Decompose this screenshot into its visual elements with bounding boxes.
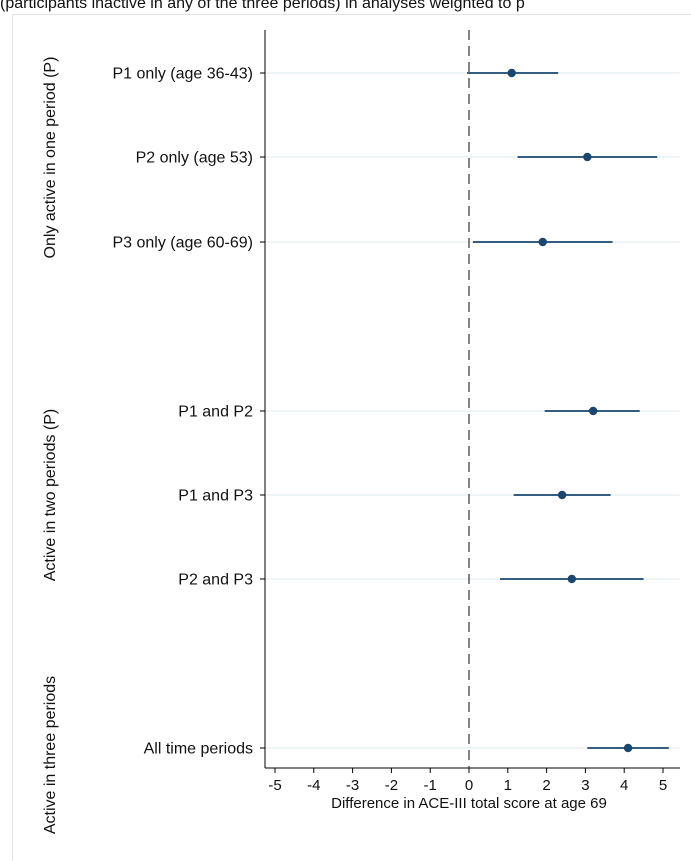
estimate-point: [507, 68, 516, 78]
x-tick-label: 0: [465, 777, 473, 794]
x-tick-label: -4: [307, 777, 320, 794]
row-label: P1 and P3: [178, 488, 253, 505]
x-tick-label: -5: [268, 777, 281, 794]
row-label: All time periods: [144, 741, 253, 758]
estimate-point: [583, 152, 592, 162]
group-label: Active in three periods: [42, 676, 59, 834]
x-tick-label: 2: [542, 777, 550, 794]
x-tick-label: -2: [385, 777, 398, 794]
group-labels: Only active in one period (P) Active in t…: [42, 57, 59, 835]
group-label: Only active in one period (P): [42, 57, 59, 259]
axes: -5 -4 -3 -2 -1 0 1 2 3 4 5: [260, 30, 680, 794]
x-tick-label: 3: [581, 777, 589, 794]
x-axis-title: Difference in ACE-III total score at age…: [331, 795, 607, 812]
x-tick-label: -3: [346, 777, 359, 794]
row-label: P1 and P2: [178, 404, 253, 421]
x-tick-label: 1: [504, 777, 512, 794]
x-tick-label: -1: [424, 777, 437, 794]
figure-frame: [12, 14, 691, 861]
row-label: P2 and P3: [178, 572, 253, 589]
cutoff-caption-text: (participants inactive in any of the thr…: [0, 0, 525, 12]
estimate-point: [623, 743, 633, 753]
row-label: P2 only (age 53): [136, 150, 253, 167]
estimate-point: [588, 406, 598, 416]
x-tick-label: 5: [659, 777, 667, 794]
estimate-point: [557, 490, 567, 500]
estimate-marks: [467, 68, 669, 753]
estimate-point: [538, 237, 547, 247]
group-label: Active in two periods (P): [42, 409, 59, 582]
estimate-point: [567, 574, 577, 584]
x-tick-label: 4: [620, 777, 628, 794]
row-label: P3 only (age 60-69): [112, 235, 253, 252]
row-label: P1 only (age 36-43): [112, 66, 253, 83]
row-labels: P1 only (age 36-43) P2 only (age 53) P3 on…: [112, 66, 253, 758]
